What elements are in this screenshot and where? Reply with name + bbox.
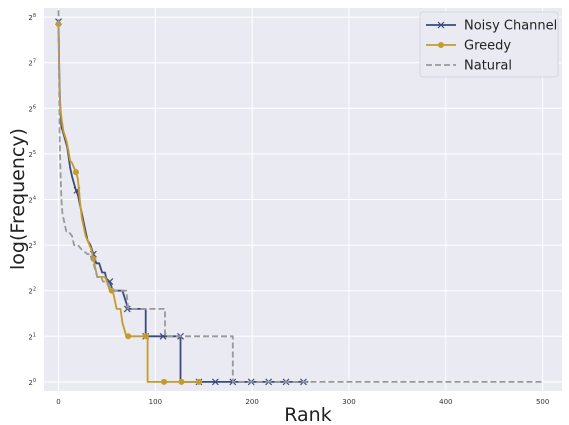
data-point [211, 378, 219, 386]
legend-item: Noisy Channel [426, 19, 557, 34]
data-point [125, 333, 132, 340]
x-tick-label: 300 [342, 398, 355, 406]
y-tick-label: 21 [28, 332, 36, 341]
legend-item: Natural [426, 59, 512, 74]
legend-box [419, 11, 559, 78]
legend-label: Greedy [464, 39, 511, 54]
y-axis-label: log(Frequency) [7, 128, 29, 270]
x-tick-label: 400 [439, 398, 452, 406]
data-point [142, 333, 149, 340]
legend-marker [438, 42, 444, 48]
data-point [123, 305, 131, 313]
legend-label: Noisy Channel [464, 19, 557, 34]
series-greedy [55, 20, 202, 385]
y-tick-label: 22 [28, 287, 36, 296]
y-tick-label: 28 [28, 13, 36, 22]
series-layer [55, 10, 543, 386]
x-tick-label: 200 [245, 398, 258, 406]
series-natural [57, 10, 543, 383]
y-tick-label: 27 [28, 59, 36, 68]
x-tick-labels: 0 100 200 300 400 500 [56, 398, 549, 406]
x-tick-label: 0 [56, 398, 60, 406]
x-tick-label: 500 [536, 398, 549, 406]
y-tick-label: 23 [28, 241, 36, 250]
y-tick-labels: 20 21 22 23 24 25 26 27 28 [28, 13, 36, 387]
data-point [72, 169, 79, 176]
legend-item: Greedy [426, 39, 511, 54]
data-point [195, 378, 202, 385]
y-tick-label: 25 [28, 150, 36, 159]
y-tick-label: 24 [28, 196, 36, 205]
data-point [178, 378, 185, 385]
legend-label: Natural [464, 59, 512, 74]
data-point [161, 378, 168, 385]
y-tick-label: 26 [28, 104, 36, 113]
y-tick-label: 20 [28, 378, 36, 387]
legend: Noisy Channel Greedy Natural [419, 11, 559, 78]
x-tick-label: 100 [149, 398, 162, 406]
x-axis-label: Rank [284, 404, 331, 425]
legend-marker [437, 21, 445, 29]
series-line [57, 10, 543, 383]
